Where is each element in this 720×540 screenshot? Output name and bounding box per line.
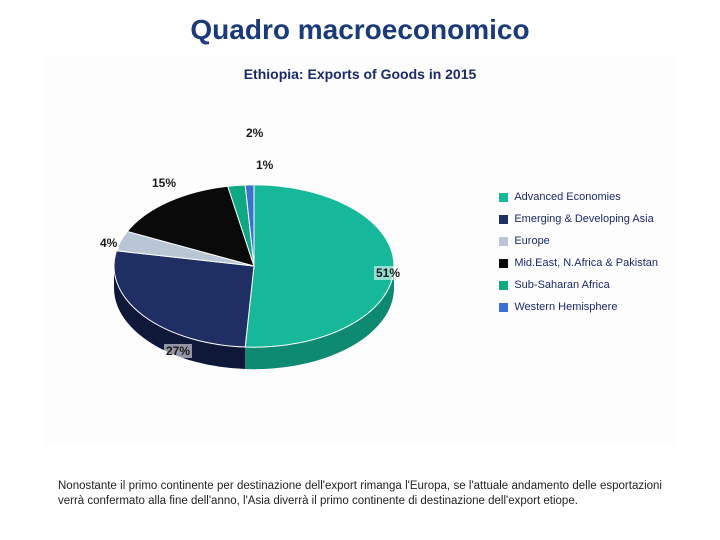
legend-label: Advanced Economies [514,191,620,203]
legend-swatch-advanced [499,193,508,202]
legend-item-ssa: Sub-Saharan Africa [499,279,658,291]
pie-chart: 51% 27% 4% 15% 2% 1% [84,96,404,396]
legend-swatch-emerging [499,215,508,224]
legend-item-mena: Mid.East, N.Africa & Pakistan [499,257,658,269]
legend-label: Western Hemisphere [514,301,617,313]
pie-slice-emerging [114,251,254,347]
legend-item-emerging: Emerging & Developing Asia [499,213,658,225]
page-title: Quadro macroeconomico [0,0,720,52]
slice-label-western: 1% [254,158,275,172]
legend-item-western: Western Hemisphere [499,301,658,313]
legend-label: Mid.East, N.Africa & Pakistan [514,257,658,269]
legend-swatch-western [499,303,508,312]
slice-label-mena: 15% [150,176,178,190]
chart-container: Ethiopia: Exports of Goods in 2015 51% 27… [44,56,676,446]
legend-item-advanced: Advanced Economies [499,191,658,203]
legend-swatch-ssa [499,281,508,290]
chart-title: Ethiopia: Exports of Goods in 2015 [44,56,676,82]
slice-label-emerging: 27% [164,344,192,358]
slice-label-ssa: 2% [244,126,265,140]
slice-label-advanced: 51% [374,266,402,280]
legend-swatch-mena [499,259,508,268]
caption-text: Nonostante il primo continente per desti… [58,479,662,510]
legend-label: Emerging & Developing Asia [514,213,653,225]
legend-item-europe: Europe [499,235,658,247]
legend-swatch-europe [499,237,508,246]
slice-label-europe: 4% [98,236,119,250]
legend-label: Europe [514,235,549,247]
legend: Advanced Economies Emerging & Developing … [499,191,658,323]
legend-label: Sub-Saharan Africa [514,279,609,291]
